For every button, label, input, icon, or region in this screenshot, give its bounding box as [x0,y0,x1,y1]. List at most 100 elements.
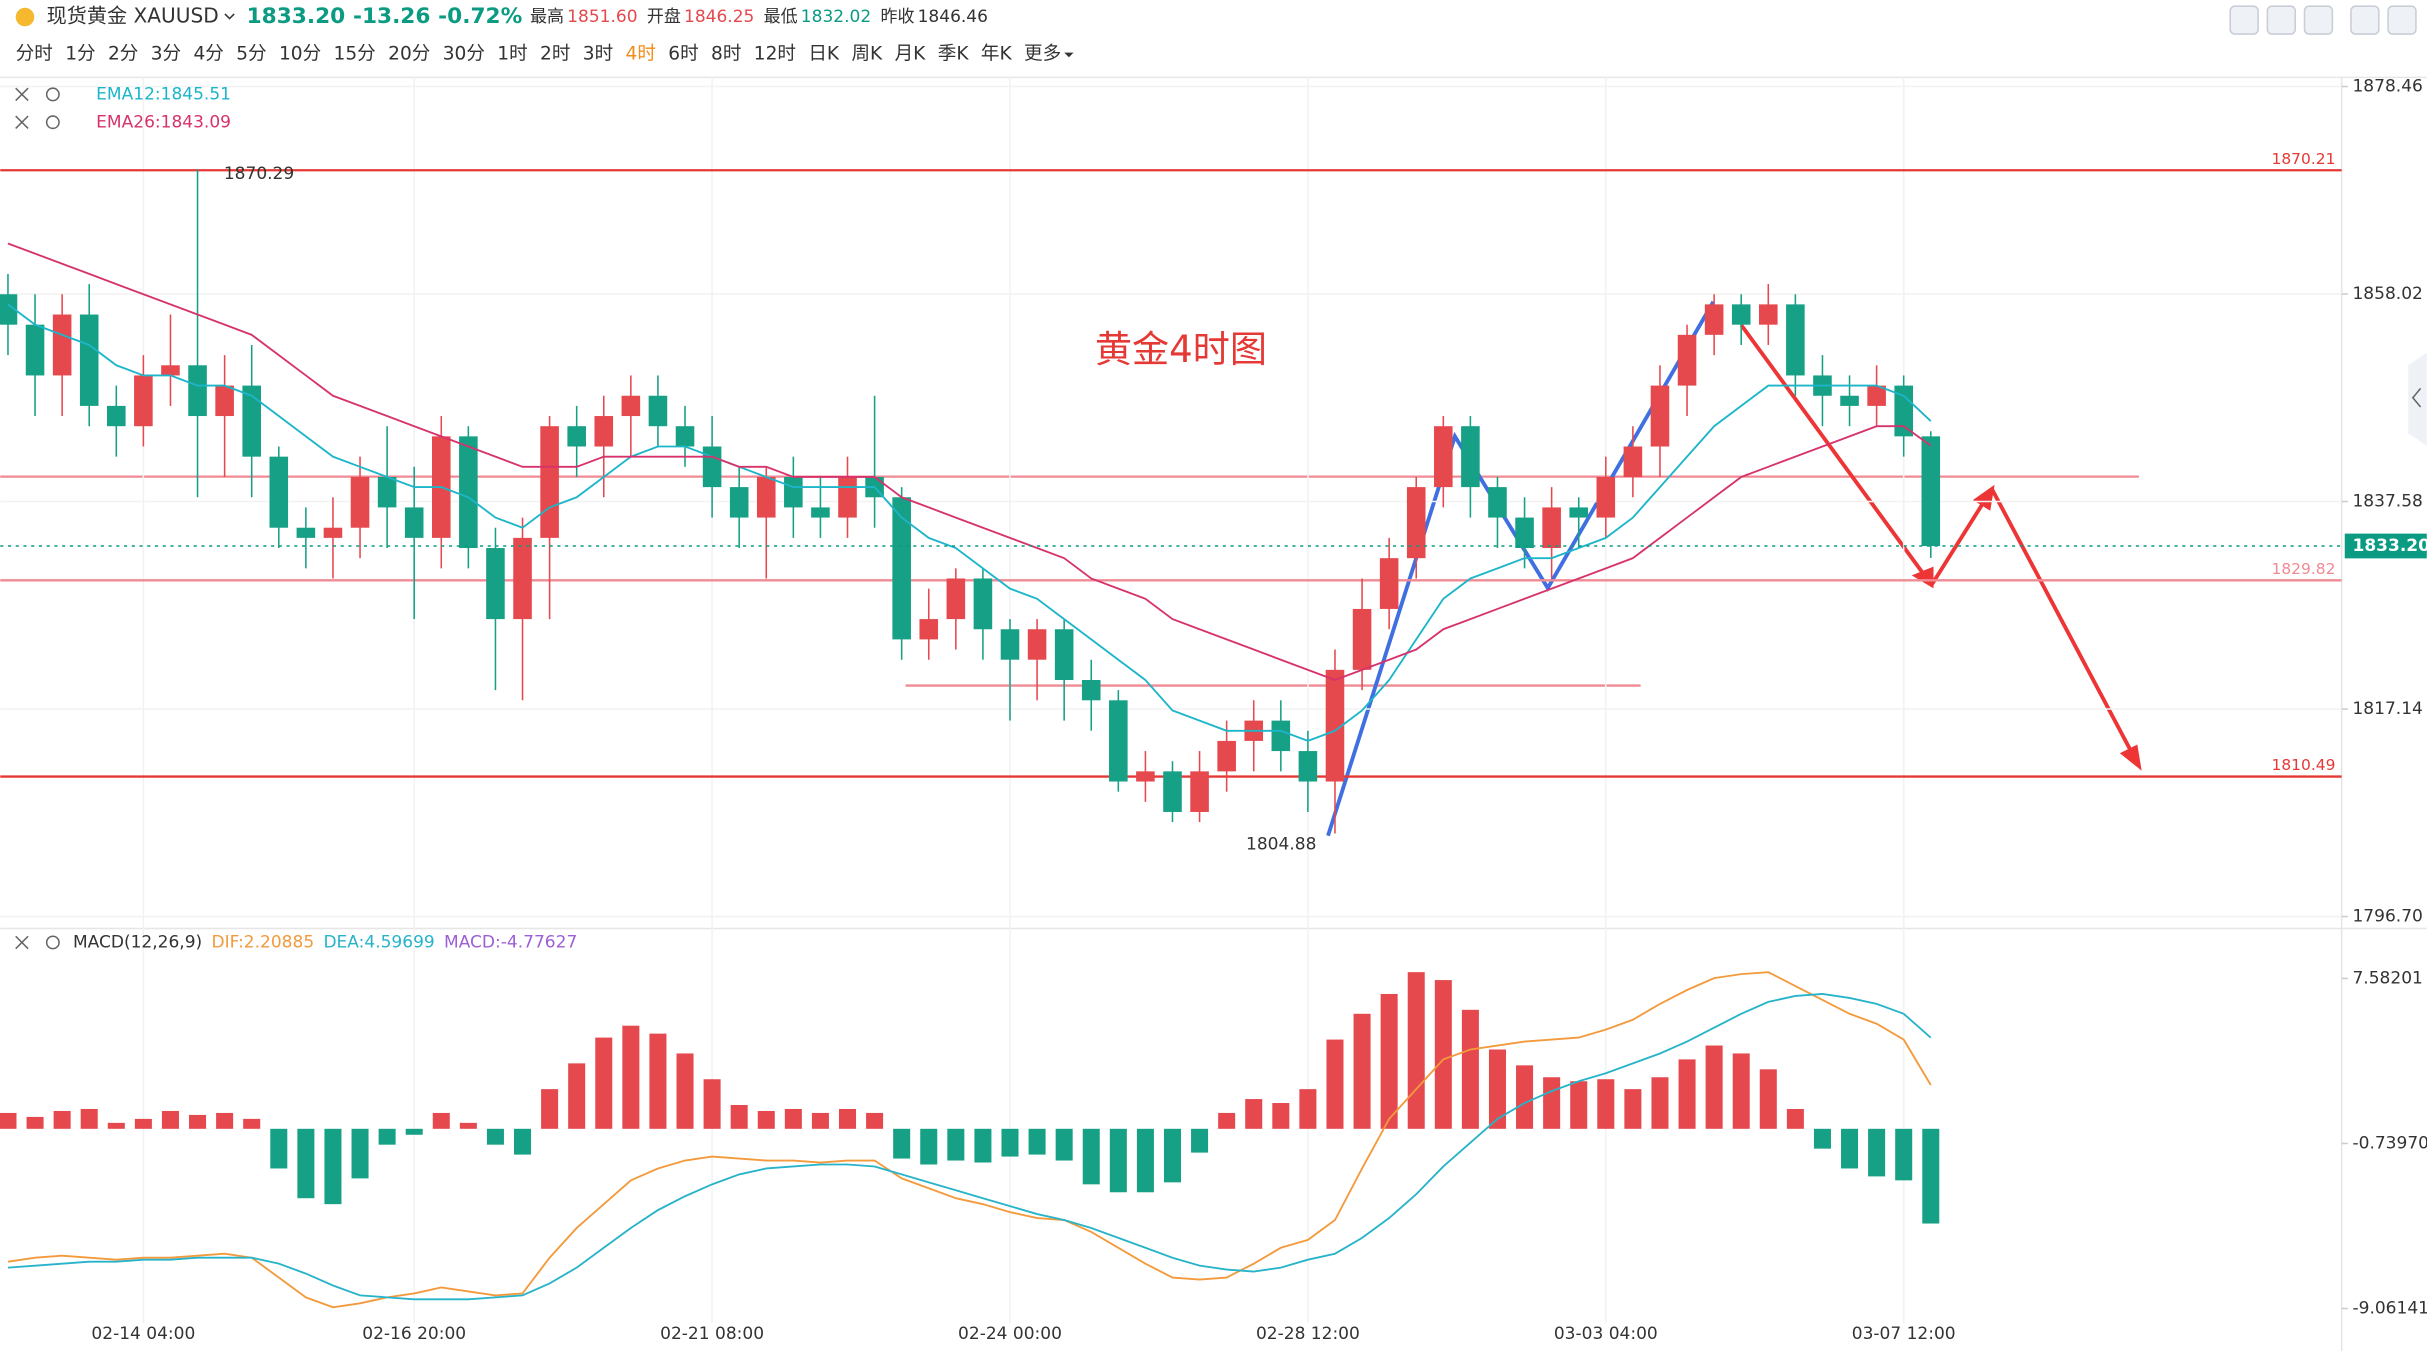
macd-bar [1543,1077,1561,1129]
timeframe-tab[interactable]: 2分 [108,44,138,65]
macd-bar [324,1128,342,1205]
candle-body [1109,700,1128,782]
macd-bar [1299,1089,1317,1129]
timeframe-tab[interactable]: 1分 [65,44,95,65]
macd-bar [974,1128,992,1163]
timeframe-tab[interactable]: 1时 [497,44,527,65]
current-price-label: 1833.20 [2352,536,2427,556]
candle-body [323,527,343,538]
tool-button[interactable] [2229,5,2259,35]
tool-button[interactable] [2350,5,2380,35]
candle-body [1000,629,1020,660]
macd-line [7,993,1932,1301]
header-text: 1851.60 [567,7,637,27]
candle-body [1596,476,1616,518]
macd-bar [1353,1013,1371,1129]
candle-body [1786,304,1805,376]
candle-body [296,527,316,538]
timeframe-tab[interactable]: 更多 [1024,44,1061,65]
timeframe-tab[interactable]: 8时 [711,44,741,65]
macd-bar [1136,1128,1154,1193]
candle-body [242,385,261,457]
drawn-arrows [1739,323,2142,771]
settings-icon [45,935,60,950]
macd-bar [1732,1053,1750,1129]
macd-bar [1055,1128,1073,1161]
macd-bar [1272,1103,1290,1129]
ema-line [7,303,1932,742]
timeframe-tab[interactable]: 12时 [754,44,796,65]
timeframe-tab[interactable]: 日K [808,44,840,65]
macd-bar [1570,1081,1588,1129]
current-price-tag [2344,533,2427,559]
candle-body [486,548,505,620]
timeframe-tab[interactable]: 20分 [388,44,430,65]
macd-bar [1895,1128,1913,1181]
candle-body [1136,771,1155,782]
dropdown-icon [224,13,235,20]
macd-bar [1705,1045,1723,1129]
macd-bar [947,1128,965,1161]
timeframe-tab[interactable]: 30分 [443,44,485,65]
macd-bar [649,1033,667,1129]
candle-body [79,314,99,406]
legend-title: MACD(12,26,9) [73,932,202,952]
timeframe-tab[interactable]: 15分 [334,44,376,65]
timeframe-tab[interactable]: 6时 [668,44,698,65]
macd-bar [1326,1039,1344,1129]
macd-bar [1516,1065,1534,1129]
macd-bar [1434,980,1452,1129]
header-text: 最低 [764,7,798,27]
timeframe-tab[interactable]: 4时 [626,44,656,65]
macd-bar [1163,1128,1182,1183]
level-label: 1829.82 [2271,560,2335,578]
timeframe-tab[interactable]: 月K [895,44,927,65]
header-text: 最高 [530,7,564,27]
header-text: 1832.02 [801,7,871,27]
timeframe-tab[interactable]: 年K [981,44,1013,65]
timeframe-tab[interactable]: 5分 [236,44,266,65]
side-toggle[interactable] [2408,352,2427,446]
symbol-icon [15,7,35,27]
candle-body [269,456,289,528]
candle-body [1921,436,1941,546]
macd-bar [486,1128,504,1145]
candle-body [1027,629,1047,660]
timeframe-tab[interactable]: 2时 [540,44,570,65]
timeframe-tab[interactable]: 4分 [193,44,223,65]
header-text: -0.72% [438,4,522,29]
macd-bar [1651,1077,1669,1129]
macd-bar [1597,1079,1615,1129]
ema-line [7,242,1932,681]
candle-body [350,476,370,528]
candle-body [513,537,532,620]
macd-bar [595,1037,613,1129]
candle-body [1840,395,1859,406]
macd-bar [1868,1128,1886,1177]
macd-bar [920,1128,938,1165]
tool-button[interactable] [2387,5,2417,35]
macd-bar [1407,972,1425,1129]
candle-body [973,578,993,630]
macd-bar [297,1128,315,1199]
candle-body [1894,385,1913,437]
candle-body [1569,507,1589,518]
side-toggle-icon [2411,387,2422,408]
candle-body [52,314,72,376]
timeframe-tab[interactable]: 10分 [279,44,321,65]
level-label: 1810.49 [2271,756,2335,774]
legend-label: EMA26:1843.09 [96,112,231,132]
candle-body [134,375,153,427]
timeframe-tab[interactable]: 周K [852,44,884,65]
timeframe-tab[interactable]: 季K [938,44,970,65]
high-label: 1870.29 [224,164,294,184]
candle-body [702,446,722,488]
x-tick-label: 02-24 00:00 [958,1324,1062,1344]
timeframe-tab[interactable]: 3分 [151,44,181,65]
tool-button[interactable] [2266,5,2297,35]
x-tick-label: 02-28 12:00 [1256,1324,1360,1344]
candle-body [1406,487,1426,559]
timeframe-tab[interactable]: 分时 [16,44,53,65]
timeframe-tab[interactable]: 3时 [583,44,613,65]
tool-button[interactable] [2303,5,2334,35]
